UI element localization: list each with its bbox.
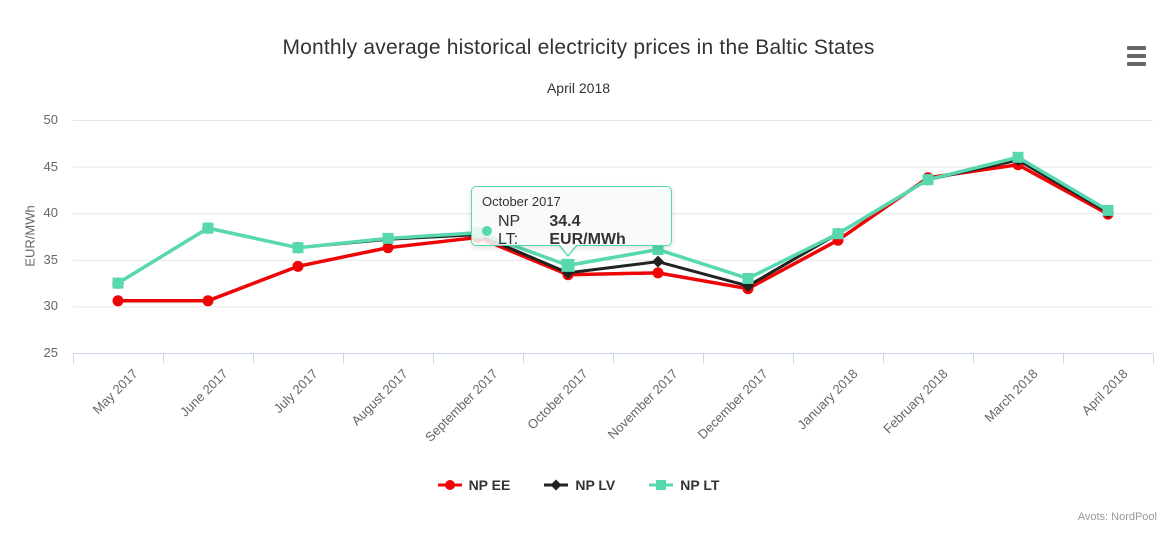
- y-axis-label: 40: [43, 205, 58, 221]
- marker-np-lt[interactable]: [382, 232, 394, 244]
- marker-np-lt[interactable]: [472, 227, 484, 239]
- marker-np-lt[interactable]: [202, 222, 214, 234]
- series-line-np-lt[interactable]: [116, 155, 1110, 285]
- legend-item-np-lt[interactable]: NP LT: [649, 477, 719, 493]
- marker-np-lt[interactable]: [652, 244, 664, 256]
- marker-np-lt[interactable]: [1012, 151, 1024, 163]
- marker-np-ee[interactable]: [112, 295, 124, 307]
- series-line-np-ee[interactable]: [116, 162, 1110, 303]
- y-axis-label: 50: [43, 112, 58, 127]
- chart-subtitle: April 2018: [546, 80, 611, 96]
- legend-marker-diamond-icon: [544, 478, 569, 492]
- marker-np-ee[interactable]: [202, 295, 214, 307]
- marker-np-ee[interactable]: [292, 260, 304, 272]
- marker-np-ee[interactable]: [652, 267, 664, 279]
- legend-label: NP LT: [680, 477, 720, 493]
- marker-np-lv[interactable]: [652, 255, 664, 268]
- legend-marker-circle-icon: [437, 478, 462, 492]
- y-axis-title: EUR/MWh: [22, 205, 38, 267]
- marker-np-lt[interactable]: [922, 174, 934, 186]
- hamburger-icon[interactable]: [1127, 46, 1147, 66]
- y-axis-label: 30: [43, 298, 58, 314]
- marker-np-lt[interactable]: [112, 277, 124, 289]
- chart-title: Monthly average historical electricity p…: [282, 36, 875, 59]
- y-axis-label: 45: [43, 158, 58, 174]
- series-line-np-lv[interactable]: [116, 158, 1110, 288]
- credit: Avots: NordPool: [1077, 511, 1157, 523]
- legend-label: NP EE: [468, 477, 511, 493]
- y-axis-label: 35: [43, 251, 58, 267]
- y-axis-label: 25: [43, 345, 58, 360]
- marker-np-lt[interactable]: [1102, 204, 1114, 216]
- legend-label: NP LV: [575, 477, 616, 493]
- legend-marker-square-icon: [649, 478, 674, 492]
- marker-np-lt[interactable]: [561, 258, 575, 272]
- marker-np-lt[interactable]: [832, 228, 844, 240]
- legend: NP EE NP LV NP LT: [0, 477, 1157, 493]
- marker-np-ee[interactable]: [382, 242, 394, 254]
- marker-np-lt[interactable]: [742, 272, 754, 284]
- legend-item-np-lv[interactable]: NP LV: [544, 477, 615, 493]
- legend-item-np-ee[interactable]: NP EE: [437, 477, 511, 493]
- marker-np-lt[interactable]: [292, 242, 304, 254]
